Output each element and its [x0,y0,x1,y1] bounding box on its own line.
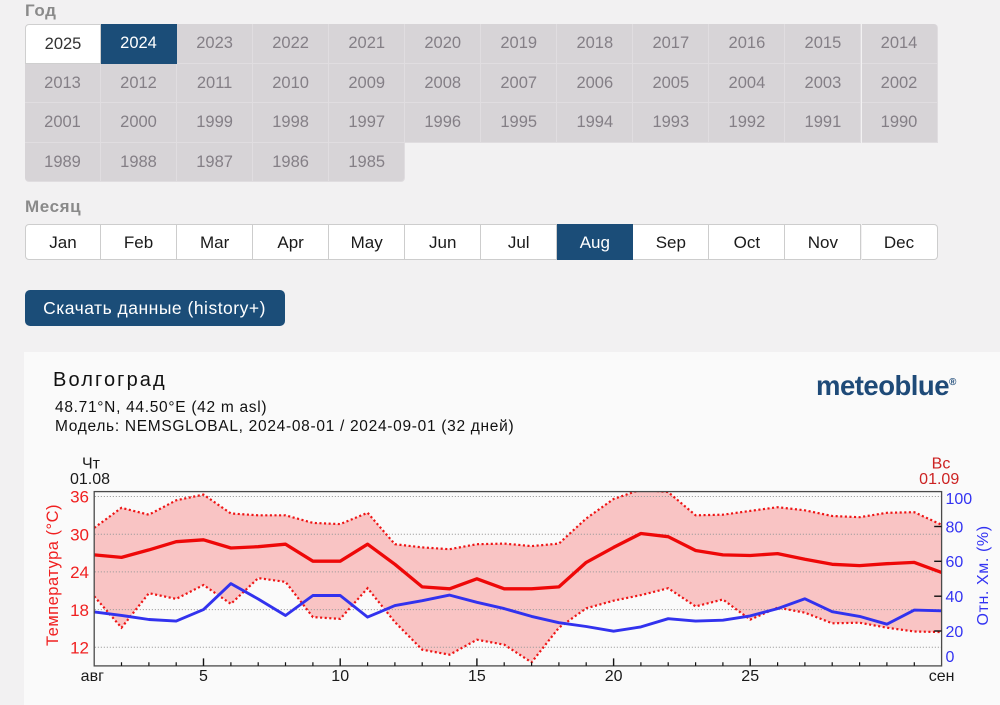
svg-text:20: 20 [605,668,623,685]
svg-text:60: 60 [946,554,964,571]
svg-text:сен: сен [929,668,955,685]
svg-text:36: 36 [70,488,89,507]
svg-text:100: 100 [946,491,973,508]
svg-text:Отн. Хм. (%): Отн. Хм. (%) [975,525,992,625]
svg-text:15: 15 [468,668,486,685]
svg-text:Вс: Вс [932,455,951,472]
svg-text:40: 40 [946,589,964,606]
svg-text:01.08: 01.08 [70,471,110,488]
svg-text:0: 0 [946,649,955,666]
svg-text:18: 18 [70,601,89,620]
svg-text:Чт: Чт [82,455,101,472]
svg-text:24: 24 [70,563,89,582]
svg-text:авг: авг [81,668,104,685]
svg-text:25: 25 [741,668,759,685]
svg-text:20: 20 [946,624,964,641]
svg-text:Температура (°C): Температура (°C) [44,504,62,646]
svg-text:30: 30 [70,525,89,544]
svg-text:01.09: 01.09 [919,471,959,488]
svg-text:12: 12 [70,638,89,657]
svg-text:5: 5 [199,668,208,685]
svg-text:80: 80 [946,519,964,536]
svg-text:10: 10 [331,668,349,685]
